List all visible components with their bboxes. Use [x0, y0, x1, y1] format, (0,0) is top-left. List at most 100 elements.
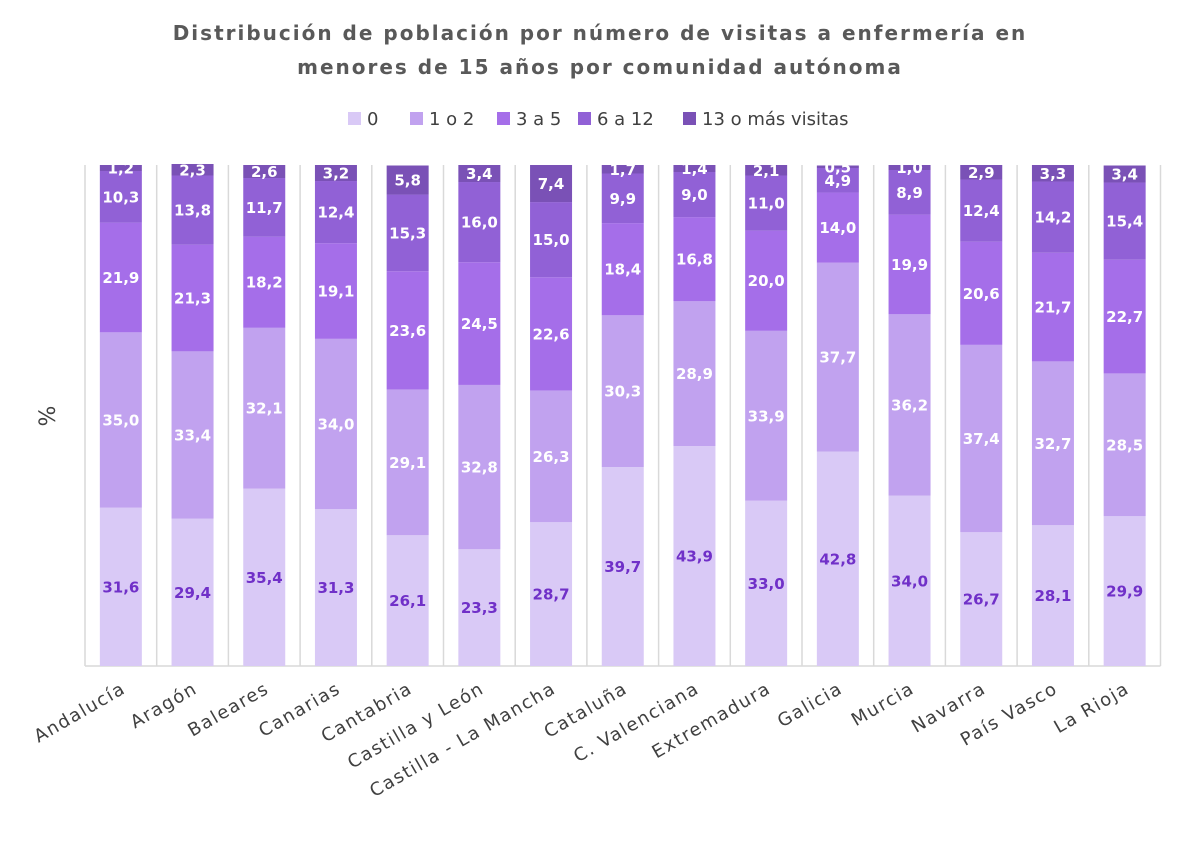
bar-segment	[673, 217, 716, 302]
bar-segment	[458, 384, 501, 550]
bar-segment	[888, 170, 931, 215]
bar-segment	[171, 175, 214, 245]
data-label: 3,4	[1111, 166, 1138, 184]
x-tick-label: Murcia	[848, 678, 918, 731]
bar-segment	[530, 202, 573, 278]
bar-segment	[171, 518, 214, 666]
bar-segment	[386, 194, 429, 272]
bar-segment	[1031, 525, 1074, 666]
data-label: 12,4	[317, 204, 354, 222]
bar-segment	[601, 467, 644, 666]
data-label: 28,5	[1106, 436, 1143, 454]
bar-segment	[888, 214, 931, 315]
data-label: 15,4	[1106, 213, 1143, 231]
bar-segment	[99, 165, 142, 172]
data-label: 33,9	[748, 407, 785, 425]
bar-segment	[745, 230, 788, 331]
bar-segment	[1031, 252, 1074, 362]
data-label: 21,9	[102, 269, 139, 287]
data-label: 14,0	[819, 219, 856, 237]
bar-segment	[243, 165, 286, 179]
bar-segment	[601, 173, 644, 224]
bar-segment	[386, 389, 429, 536]
bar-segment	[386, 271, 429, 390]
legend-swatch	[497, 112, 510, 125]
data-label: 13,8	[174, 202, 211, 220]
data-label: 23,6	[389, 322, 426, 340]
bar-segment	[745, 500, 788, 666]
data-label: 24,5	[461, 315, 498, 333]
bar-segment	[243, 178, 286, 237]
bar-segment	[601, 315, 644, 468]
bar-segment	[601, 165, 644, 174]
chart-title-line-1: Distribución de población por número de …	[173, 21, 1028, 45]
data-label: 8,9	[896, 184, 923, 202]
bar-segment	[960, 532, 1003, 666]
bar-segment	[99, 222, 142, 333]
data-label: 1,7	[609, 161, 636, 179]
data-label: 29,4	[174, 584, 211, 602]
data-label: 32,1	[246, 400, 283, 418]
bar-segment	[1103, 516, 1146, 666]
bar-segment	[314, 338, 357, 510]
data-label: 31,3	[317, 579, 354, 597]
data-label: 2,1	[753, 162, 780, 180]
bars: 31,6 35,0 21,9 10,3 1,2 29,4 33,4 21,3 13,8 2,3 35…	[99, 158, 1146, 666]
data-label: 3,3	[1040, 165, 1067, 183]
data-label: 35,4	[246, 569, 283, 587]
bar-segment	[458, 262, 501, 385]
data-label: 23,3	[461, 599, 498, 617]
data-label: 14,2	[1034, 209, 1071, 227]
data-label: 4,9	[825, 172, 852, 190]
data-label: 32,7	[1034, 435, 1071, 453]
bar-segment	[314, 243, 357, 339]
data-label: 19,1	[317, 283, 354, 301]
data-label: 32,8	[461, 459, 498, 477]
x-tick-label: La Rioja	[1050, 678, 1133, 738]
bar-segment	[960, 179, 1003, 242]
data-label: 22,7	[1106, 308, 1143, 326]
bar-segment	[816, 192, 859, 263]
data-label: 12,4	[963, 202, 1000, 220]
bar-segment	[960, 165, 1003, 180]
bar-segment	[601, 223, 644, 316]
data-label: 15,0	[533, 231, 570, 249]
data-label: 37,7	[819, 349, 856, 367]
legend-label: 6 a 12	[597, 109, 654, 130]
data-label: 37,4	[963, 430, 1000, 448]
bar-segment	[888, 314, 931, 496]
data-label: 3,2	[323, 165, 350, 183]
data-label: 11,7	[246, 199, 283, 217]
bar-segment	[99, 507, 142, 666]
bar-segment	[1103, 182, 1146, 260]
data-label: 20,0	[748, 272, 785, 290]
data-label: 2,6	[251, 163, 278, 181]
data-label: 43,9	[676, 548, 713, 566]
x-tick-label: C. Valenciana	[570, 678, 703, 767]
data-label: 0,5	[825, 158, 852, 176]
data-label: 33,0	[748, 575, 785, 593]
bar-segment	[171, 351, 214, 519]
data-label: 16,0	[461, 214, 498, 232]
bar-segment	[1031, 165, 1074, 182]
data-label: 35,0	[102, 412, 139, 430]
data-label: 1,2	[108, 160, 135, 178]
legend: 0 1 o 2 3 a 5 6 a 12 13 o más visitas	[348, 109, 849, 130]
bar-segment	[816, 262, 859, 452]
bar-segment	[243, 327, 286, 489]
bar-segment	[99, 332, 142, 508]
data-label: 9,0	[681, 186, 708, 204]
data-label: 42,8	[819, 550, 856, 568]
data-label: 2,9	[968, 164, 995, 182]
x-axis-ticks: AndalucíaAragónBalearesCanariasCantabria…	[31, 678, 1134, 802]
legend-label: 0	[367, 109, 378, 130]
bar-segment	[458, 182, 501, 263]
data-label: 28,1	[1034, 587, 1071, 605]
bar-segment	[673, 165, 716, 173]
x-tick-label: Extremadura	[649, 678, 775, 763]
legend-label: 13 o más visitas	[702, 109, 849, 130]
legend-label: 1 o 2	[429, 109, 474, 130]
bar-segment	[99, 171, 142, 223]
bar-segment	[673, 446, 716, 666]
bar-segment	[530, 522, 573, 666]
